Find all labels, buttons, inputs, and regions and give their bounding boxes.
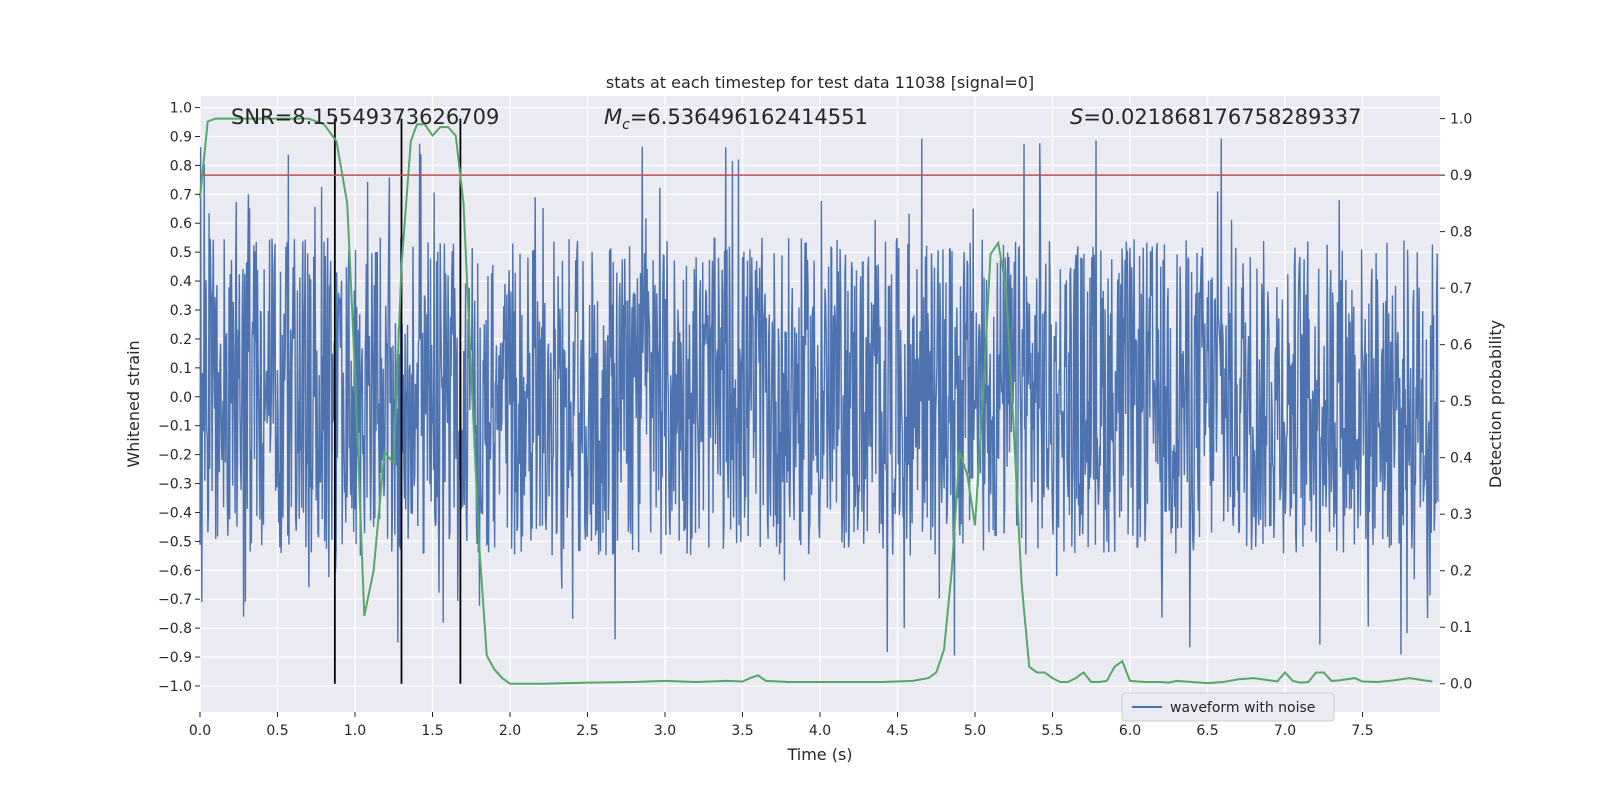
y-tick-label: −0.4: [158, 505, 192, 521]
y2-tick-label: 0.9: [1450, 168, 1472, 184]
y2-tick-label: 0.6: [1450, 338, 1472, 354]
y2-tick-label: 0.7: [1450, 281, 1472, 297]
x-tick-label: 4.5: [886, 723, 908, 739]
x-tick-label: 6.5: [1196, 723, 1218, 739]
chirp-mass-annotation: Mc=6.536496162414551: [604, 105, 868, 133]
x-tick-label: 4.0: [809, 723, 831, 739]
x-tick-label: 7.0: [1274, 723, 1296, 739]
y-axis-ticks: 1.0 0.9 0.8 0.7 0.6 0.5 0.4 0.3 0.2 0.1 0.0 −0.1 −0.…: [158, 101, 200, 695]
mc-value: =6.536496162414551: [630, 105, 868, 129]
y-tick-label: 0.9: [170, 129, 192, 145]
mc-subscript: c: [622, 117, 630, 133]
y-tick-label: 0.2: [170, 332, 192, 348]
y-tick-label: 0.8: [170, 158, 192, 174]
mc-symbol: M: [604, 105, 622, 129]
y-tick-label: 0.4: [170, 274, 192, 290]
probability-series: [199, 117, 1433, 685]
y2-tick-label: 0.1: [1450, 620, 1472, 636]
waveform-series: [199, 138, 1440, 656]
legend: waveform with noise: [1121, 692, 1335, 722]
s-symbol: S: [1070, 105, 1083, 129]
y-tick-label: −0.9: [158, 650, 192, 666]
y2-tick-label: 1.0: [1450, 112, 1472, 128]
y2-tick-label: 0.4: [1450, 451, 1472, 467]
x-tick-label: 2.5: [576, 723, 598, 739]
y2-tick-label: 0.0: [1450, 677, 1472, 693]
y-tick-label: 1.0: [170, 101, 192, 117]
vertical-lines: [333, 118, 462, 684]
x-tick-label: 1.0: [344, 723, 366, 739]
y-tick-label: −0.7: [158, 592, 192, 608]
y-tick-label: 0.7: [170, 187, 192, 203]
y-tick-label: −0.1: [158, 419, 192, 435]
y-tick-label: −0.6: [158, 563, 192, 579]
x-tick-label: 0.0: [189, 723, 211, 739]
y2-tick-label: 0.5: [1450, 394, 1472, 410]
x-tick-label: 0.5: [266, 723, 288, 739]
y-tick-label: −0.5: [158, 534, 192, 550]
x-tick-label: 5.5: [1041, 723, 1063, 739]
y-tick-label: 0.6: [170, 216, 192, 232]
x-tick-label: 5.0: [964, 723, 986, 739]
chart-title: stats at each timestep for test data 110…: [606, 73, 1034, 92]
legend-box: [1121, 692, 1335, 722]
x-tick-label: 7.5: [1351, 723, 1373, 739]
snr-annotation: SNR=8.15549373626709: [231, 105, 499, 129]
y-tick-label: 0.0: [170, 390, 192, 406]
x-tick-label: 6.0: [1119, 723, 1141, 739]
y-tick-label: −1.0: [158, 679, 192, 695]
y-tick-label: −0.2: [158, 448, 192, 464]
y2-tick-label: 0.3: [1450, 507, 1472, 523]
waveform-line: [199, 138, 1440, 656]
y2-tick-label: 0.8: [1450, 225, 1472, 241]
s-value: =0.021868176758289337: [1083, 105, 1361, 129]
y-tick-label: 0.3: [170, 303, 192, 319]
x-tick-label: 2.0: [499, 723, 521, 739]
y2-tick-label: 0.2: [1450, 564, 1472, 580]
x-axis-ticks: 0.0 0.5 1.0 1.5 2.0 2.5 3.0 3.5 4.0 4.5 5.0 5.5 6.0 6…: [189, 712, 1374, 739]
probability-line: [199, 117, 1433, 685]
y-tick-label: 0.5: [170, 245, 192, 261]
y2-axis-label: Detection probability: [1486, 320, 1505, 488]
x-tick-label: 3.5: [731, 723, 753, 739]
y-tick-label: −0.8: [158, 621, 192, 637]
y-tick-label: 0.1: [170, 361, 192, 377]
y2-axis-ticks: 1.0 0.9 0.8 0.7 0.6 0.5 0.4 0.3 0.2 0.1 0.0: [1440, 112, 1472, 693]
x-axis-label: Time (s): [786, 745, 852, 764]
x-tick-label: 1.5: [421, 723, 443, 739]
x-tick-label: 3.0: [654, 723, 676, 739]
y-tick-label: −0.3: [158, 477, 192, 493]
s-annotation: S=0.021868176758289337: [1070, 105, 1361, 129]
legend-label: waveform with noise: [1170, 700, 1315, 716]
y-axis-label: Whitened strain: [124, 340, 143, 467]
